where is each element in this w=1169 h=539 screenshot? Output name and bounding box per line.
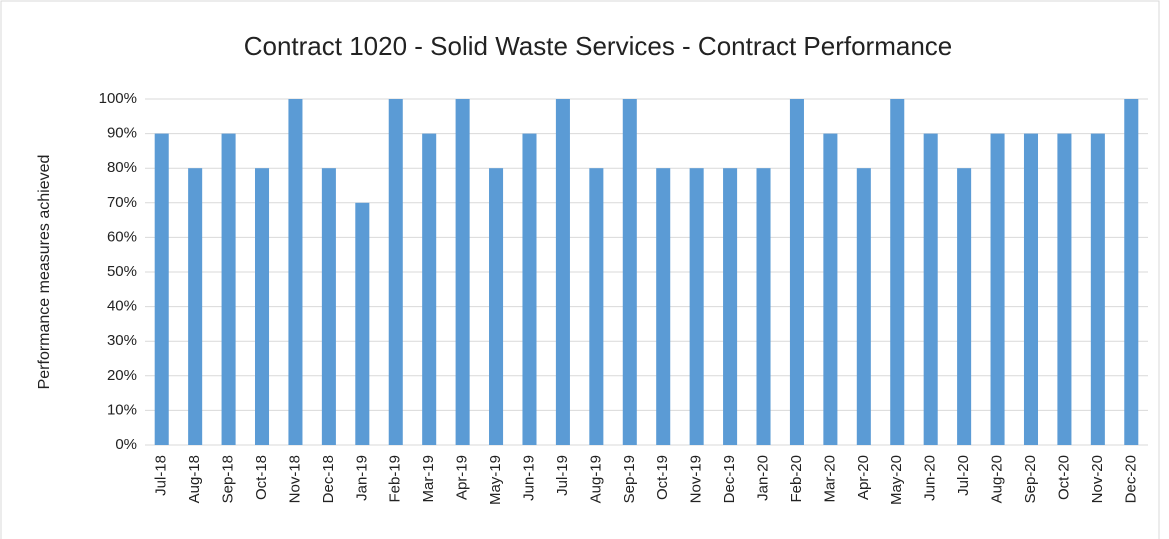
y-tick-label: 90% bbox=[107, 125, 137, 142]
x-tick-label: Jan-20 bbox=[754, 455, 771, 501]
bar bbox=[923, 133, 938, 445]
x-tick-label: Nov-20 bbox=[1089, 455, 1106, 503]
x-tick-label: Jul-20 bbox=[955, 455, 972, 496]
y-axis-title: Performance measures achieved bbox=[36, 155, 53, 390]
x-tick-label: Jun-20 bbox=[922, 455, 939, 501]
bar bbox=[689, 168, 704, 445]
x-tick-label: Jul-18 bbox=[153, 455, 170, 496]
x-tick-label: Feb-19 bbox=[387, 455, 404, 503]
y-tick-label: 100% bbox=[99, 90, 137, 107]
bar bbox=[723, 168, 738, 445]
x-tick-label: Dec-20 bbox=[1122, 455, 1139, 503]
x-tick-label: Jun-19 bbox=[520, 455, 537, 501]
bar bbox=[990, 133, 1005, 445]
bar bbox=[522, 133, 537, 445]
x-tick-label: Nov-19 bbox=[688, 455, 705, 503]
y-tick-label: 10% bbox=[107, 401, 137, 418]
bar bbox=[756, 168, 771, 445]
x-tick-label: Oct-20 bbox=[1055, 455, 1072, 500]
bar bbox=[890, 99, 905, 445]
bar bbox=[355, 202, 370, 445]
x-tick-label: Oct-18 bbox=[253, 455, 270, 500]
bar bbox=[1057, 133, 1072, 445]
y-tick-label: 0% bbox=[115, 436, 137, 453]
bar bbox=[489, 168, 504, 445]
bar bbox=[589, 168, 604, 445]
x-tick-label: Dec-19 bbox=[721, 455, 738, 503]
bar bbox=[1090, 133, 1105, 445]
chart-title: Contract 1020 - Solid Waste Services - C… bbox=[244, 31, 953, 61]
x-tick-label: Aug-19 bbox=[587, 455, 604, 503]
bar bbox=[656, 168, 671, 445]
bar bbox=[856, 168, 871, 445]
x-tick-label: Apr-20 bbox=[855, 455, 872, 500]
x-tick-label: Nov-18 bbox=[286, 455, 303, 503]
x-tick-label: Sep-19 bbox=[621, 455, 638, 503]
bar bbox=[957, 168, 972, 445]
x-tick-label: Jan-19 bbox=[353, 455, 370, 501]
x-tick-label: Jul-19 bbox=[554, 455, 571, 496]
bar bbox=[188, 168, 203, 445]
bar bbox=[555, 99, 570, 445]
x-tick-label: Aug-18 bbox=[186, 455, 203, 503]
bar bbox=[789, 99, 804, 445]
bar bbox=[1023, 133, 1039, 445]
x-tick-label: Mar-20 bbox=[821, 455, 838, 503]
y-tick-label: 40% bbox=[107, 298, 137, 315]
bar bbox=[154, 133, 169, 445]
bar bbox=[1124, 99, 1139, 445]
bar bbox=[622, 99, 637, 445]
y-tick-label: 70% bbox=[107, 194, 137, 211]
x-tick-label: Mar-19 bbox=[420, 455, 437, 503]
bar bbox=[823, 133, 838, 445]
x-tick-label: May-19 bbox=[487, 455, 504, 505]
bar bbox=[221, 133, 236, 445]
bar bbox=[422, 133, 437, 445]
y-tick-label: 60% bbox=[107, 228, 137, 245]
bar bbox=[455, 99, 470, 445]
x-tick-label: Apr-19 bbox=[454, 455, 471, 500]
x-tick-label: Dec-18 bbox=[320, 455, 337, 503]
bar bbox=[288, 99, 303, 445]
y-tick-label: 50% bbox=[107, 263, 137, 280]
y-tick-label: 30% bbox=[107, 332, 137, 349]
bar bbox=[321, 168, 336, 445]
bar bbox=[388, 99, 403, 445]
x-tick-label: Oct-19 bbox=[654, 455, 671, 500]
x-tick-label: May-20 bbox=[888, 455, 905, 505]
y-tick-label: 80% bbox=[107, 159, 137, 176]
x-tick-label: Aug-20 bbox=[989, 455, 1006, 503]
x-tick-label: Sep-18 bbox=[220, 455, 237, 503]
y-tick-label: 20% bbox=[107, 367, 137, 384]
bar bbox=[254, 168, 270, 445]
x-tick-label: Feb-20 bbox=[788, 455, 805, 503]
x-tick-label: Sep-20 bbox=[1022, 455, 1039, 503]
